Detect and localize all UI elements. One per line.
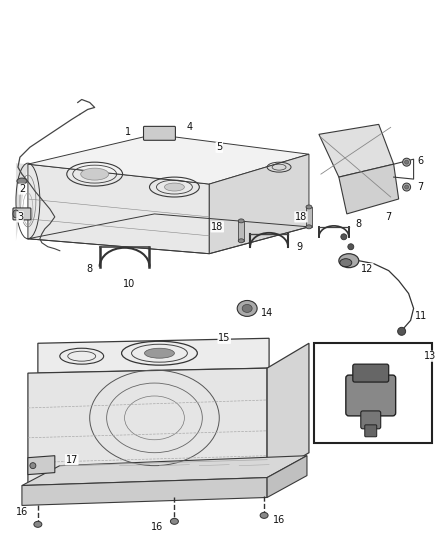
Text: 14: 14 [261, 309, 273, 318]
Ellipse shape [341, 234, 347, 240]
Ellipse shape [260, 512, 268, 519]
Bar [306, 207, 312, 227]
FancyBboxPatch shape [144, 126, 175, 140]
Text: 10: 10 [124, 279, 136, 288]
Polygon shape [339, 164, 399, 214]
Text: 16: 16 [152, 522, 163, 532]
Ellipse shape [403, 158, 410, 166]
Bar [314, 343, 431, 443]
Ellipse shape [164, 183, 184, 191]
Polygon shape [319, 124, 394, 177]
Ellipse shape [405, 185, 409, 189]
Ellipse shape [306, 225, 312, 229]
Text: 2: 2 [19, 184, 25, 194]
Ellipse shape [339, 254, 359, 268]
Ellipse shape [398, 327, 406, 335]
Ellipse shape [306, 205, 312, 209]
Polygon shape [22, 478, 267, 505]
Ellipse shape [145, 348, 174, 358]
Text: 18: 18 [211, 222, 223, 232]
Ellipse shape [405, 160, 409, 164]
Text: 1: 1 [124, 127, 131, 138]
Text: 6: 6 [417, 156, 424, 166]
Polygon shape [267, 456, 307, 497]
Text: 5: 5 [216, 142, 223, 152]
Polygon shape [38, 338, 269, 373]
FancyBboxPatch shape [346, 375, 396, 416]
Ellipse shape [30, 463, 36, 469]
FancyBboxPatch shape [353, 364, 389, 382]
FancyBboxPatch shape [13, 208, 31, 220]
Ellipse shape [238, 239, 244, 243]
Ellipse shape [81, 168, 109, 180]
Ellipse shape [170, 519, 178, 524]
Polygon shape [28, 368, 267, 486]
Text: 8: 8 [356, 219, 362, 229]
Text: 3: 3 [17, 212, 23, 222]
Text: 7: 7 [385, 212, 392, 222]
FancyBboxPatch shape [365, 425, 377, 437]
Bar [238, 221, 244, 241]
Text: 11: 11 [414, 311, 427, 321]
Ellipse shape [237, 301, 257, 317]
Polygon shape [209, 154, 309, 254]
Ellipse shape [348, 244, 354, 250]
Polygon shape [28, 134, 309, 184]
Ellipse shape [13, 210, 19, 218]
Text: 7: 7 [417, 182, 424, 192]
Polygon shape [16, 163, 28, 241]
Text: 9: 9 [296, 242, 302, 252]
FancyBboxPatch shape [361, 411, 381, 429]
Polygon shape [28, 456, 55, 474]
Text: 16: 16 [273, 515, 285, 526]
Text: 15: 15 [218, 333, 230, 343]
Text: 8: 8 [87, 264, 93, 273]
Ellipse shape [403, 183, 410, 191]
Ellipse shape [340, 259, 352, 266]
Text: 12: 12 [360, 264, 373, 273]
Polygon shape [28, 164, 209, 254]
Text: 17: 17 [66, 455, 78, 465]
Text: 16: 16 [16, 507, 28, 518]
Ellipse shape [17, 178, 27, 184]
Polygon shape [22, 456, 307, 486]
Text: 13: 13 [424, 351, 437, 361]
Ellipse shape [238, 219, 244, 223]
Polygon shape [267, 343, 309, 478]
Text: 18: 18 [295, 212, 307, 222]
Text: 4: 4 [186, 123, 192, 132]
Ellipse shape [34, 521, 42, 527]
Ellipse shape [242, 304, 252, 312]
